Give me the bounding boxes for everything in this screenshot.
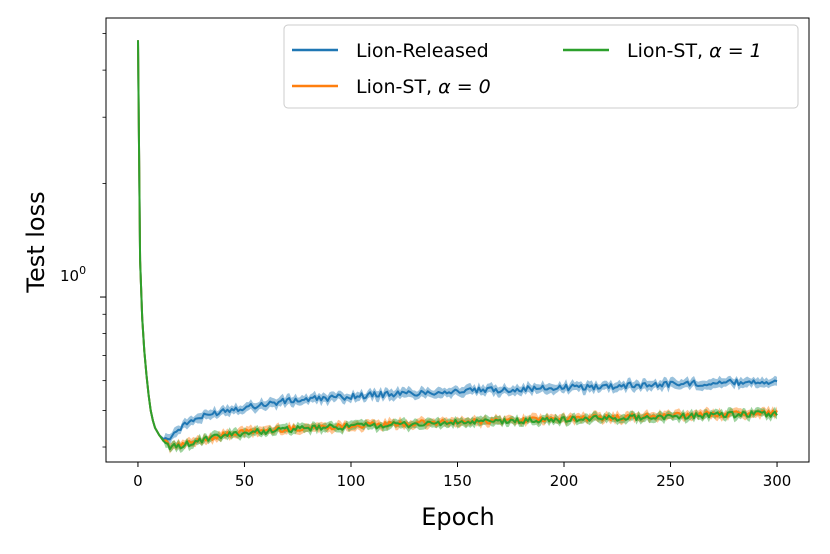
legend-label-lion-st-alpha0: Lion-ST, α = 0 [356, 76, 491, 98]
x-tick-label: 300 [763, 472, 792, 490]
x-tick-label: 150 [443, 472, 472, 490]
legend-label-lion-st-alpha1-prefix: Lion-ST, [627, 40, 709, 62]
x-axis-label: Epoch [421, 503, 495, 531]
y-tick-base: 10 [60, 267, 79, 285]
line-lion-st-alpha1 [137, 40, 778, 451]
legend-label-lion-st-alpha0-suffix: α = 0 [438, 76, 491, 98]
legend-label-lion-st-alpha0-prefix: Lion-ST, [356, 76, 438, 98]
y-axis-label: Test loss [22, 191, 50, 293]
x-tick-label: 250 [656, 472, 685, 490]
y-major-tick-label: 100 [60, 264, 86, 285]
x-axis: 0 50 100 150 200 250 300 [133, 462, 791, 490]
x-tick-label: 200 [550, 472, 579, 490]
legend-box [283, 24, 799, 109]
legend-label-lion-released: Lion-Released [356, 40, 489, 62]
legend: Lion-Released Lion-ST, α = 0 Lion-ST, α … [283, 24, 799, 109]
y-axis [100, 33, 106, 448]
x-tick-label: 50 [235, 472, 254, 490]
y-tick-exponent: 0 [79, 264, 86, 277]
legend-label-lion-st-alpha1-suffix: α = 1 [709, 40, 762, 62]
x-tick-label: 100 [337, 472, 366, 490]
line-lion-released [137, 40, 778, 441]
series-lines [137, 40, 778, 451]
x-tick-label: 0 [133, 472, 143, 490]
legend-label-lion-st-alpha1: Lion-ST, α = 1 [627, 40, 762, 62]
